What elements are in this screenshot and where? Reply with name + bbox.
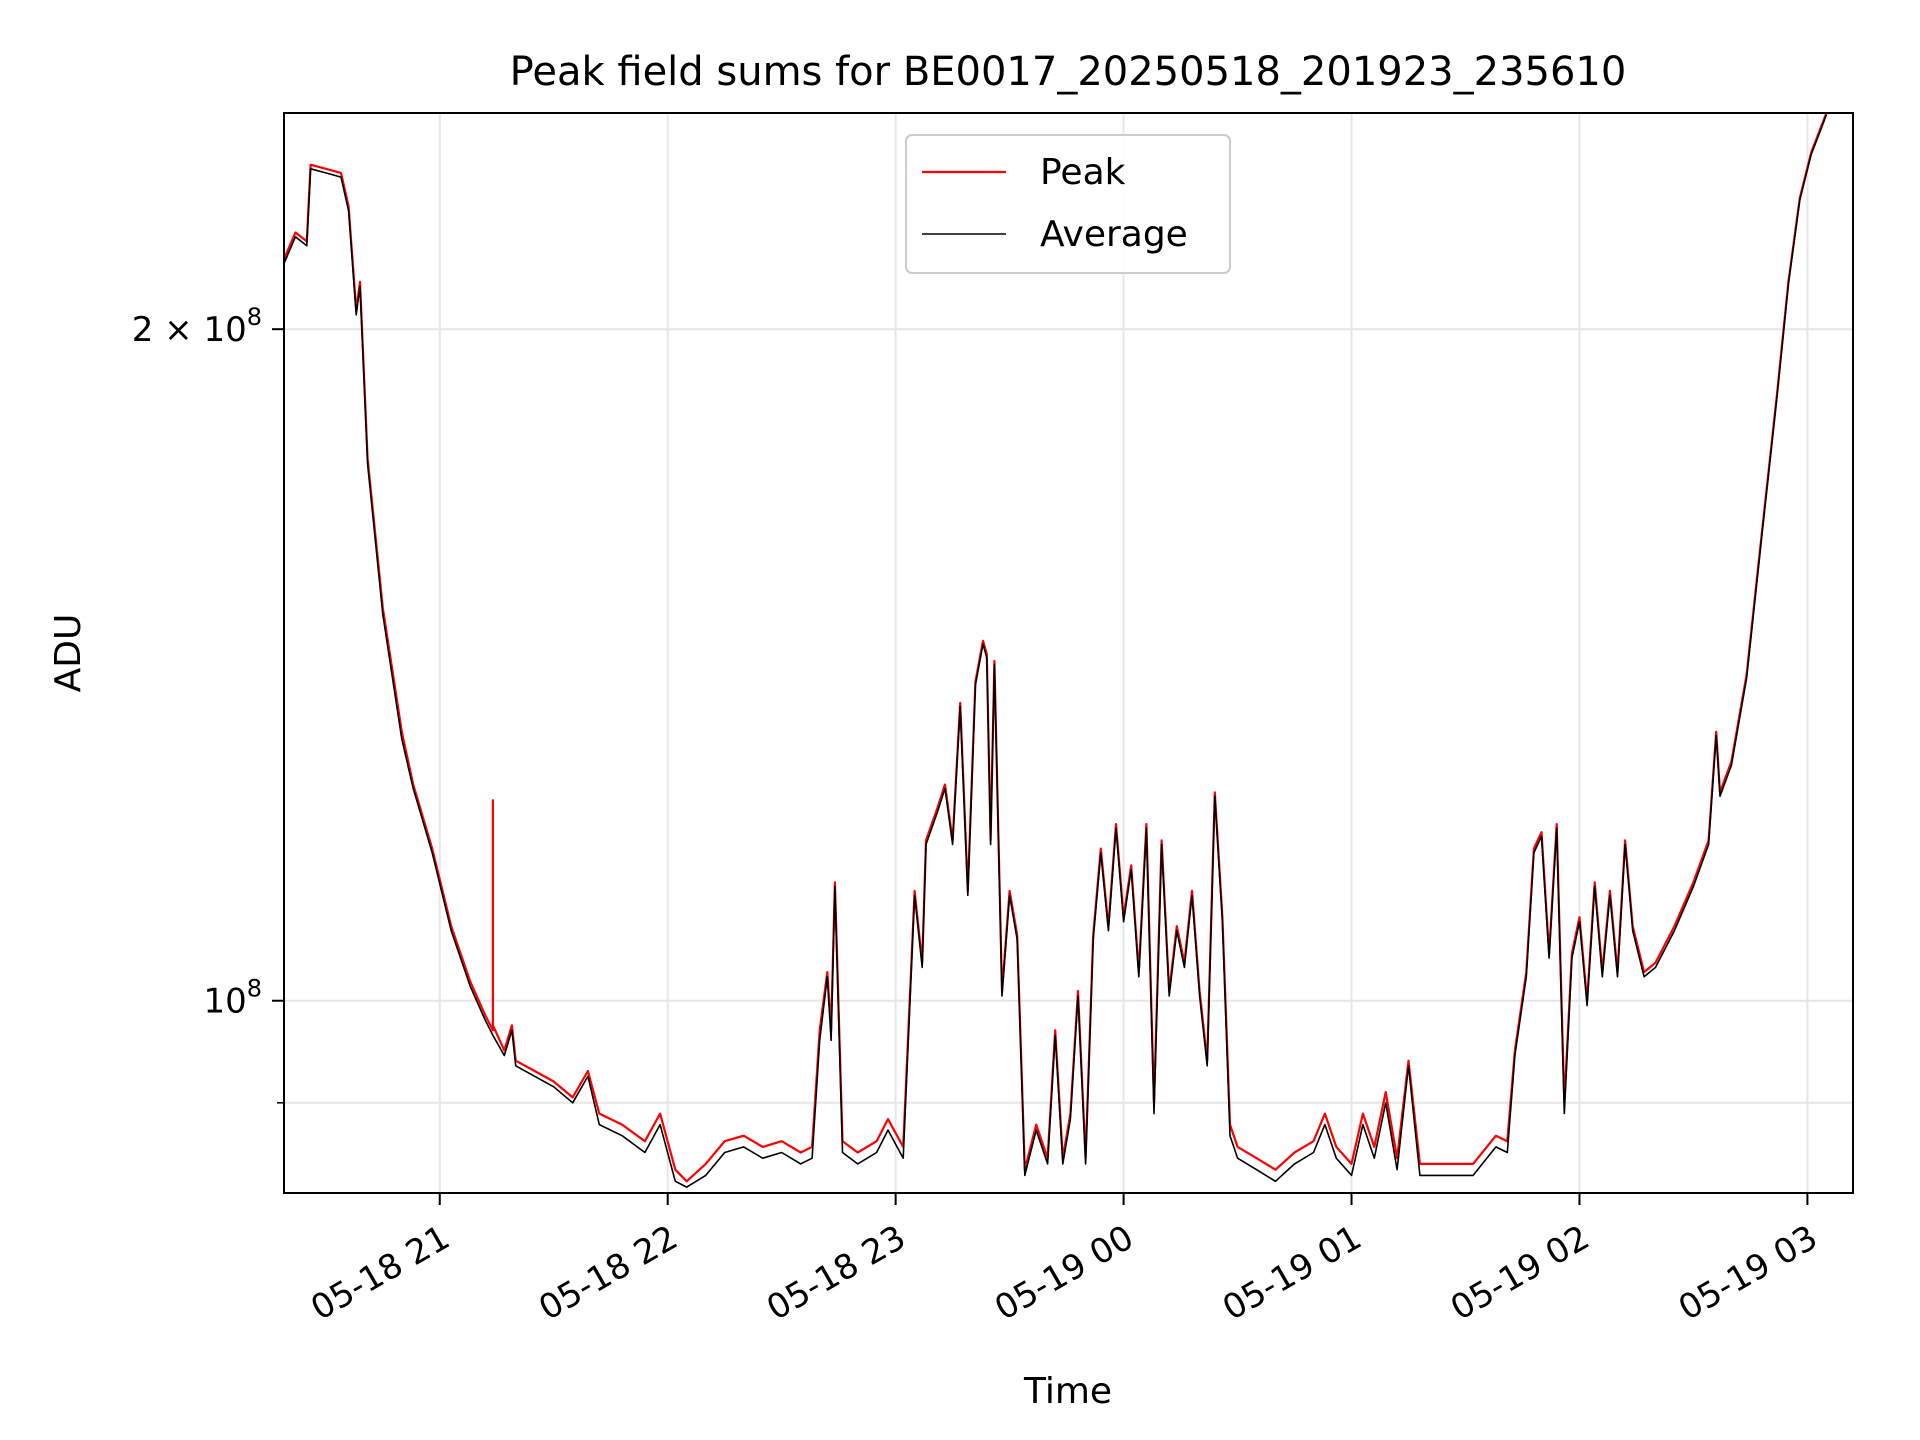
plot-frame [283, 112, 1854, 1194]
series-layer [284, 113, 1828, 1188]
legend: Peak Average [905, 134, 1231, 274]
grid [284, 113, 1853, 1193]
chart-title: Peak field sums for BE0017_20250518_2019… [510, 49, 1627, 95]
series-line-average [284, 114, 1828, 1188]
x-axis-label: Time [1023, 1371, 1112, 1412]
legend-label-peak: Peak [1040, 152, 1126, 193]
y-tick-label: 108 [203, 975, 262, 1022]
legend-label-average: Average [1040, 214, 1188, 255]
legend-box [905, 134, 1231, 274]
y-tick-label: 2 × 108 [132, 303, 262, 350]
y-axis: 108 2 × 108 [132, 303, 284, 1104]
y-axis-label: ADU [48, 614, 89, 693]
